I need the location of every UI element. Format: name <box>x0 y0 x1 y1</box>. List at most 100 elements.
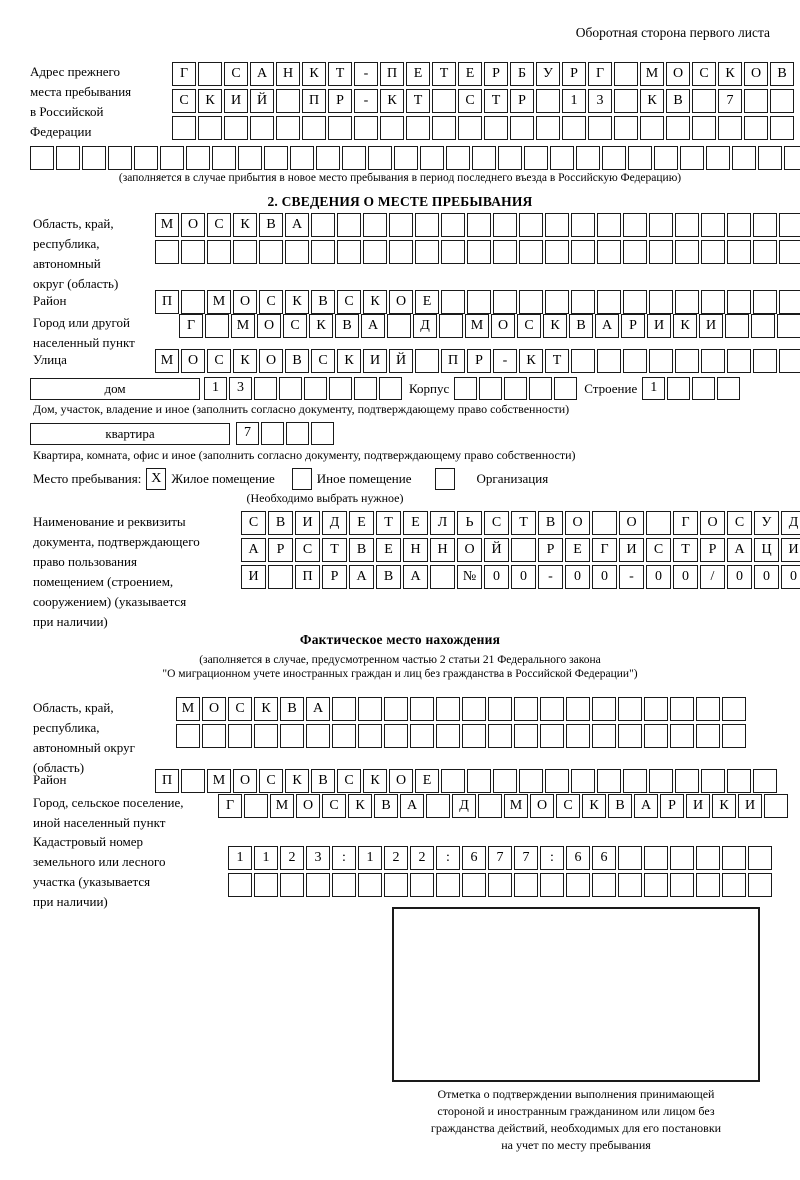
char-cell[interactable]: Ь <box>457 511 482 535</box>
char-cell[interactable] <box>426 794 450 818</box>
char-cell[interactable] <box>510 116 534 140</box>
char-cell[interactable]: В <box>608 794 632 818</box>
char-cell[interactable]: М <box>231 314 255 338</box>
char-cell[interactable] <box>415 349 439 373</box>
char-cell[interactable]: Е <box>403 511 428 535</box>
char-cell[interactable]: 1 <box>254 846 278 870</box>
char-cell[interactable] <box>566 697 590 721</box>
char-cell[interactable] <box>779 290 800 314</box>
char-cell[interactable] <box>306 873 330 897</box>
char-cell[interactable]: О <box>530 794 554 818</box>
char-cell[interactable]: 3 <box>588 89 612 113</box>
char-cell[interactable]: С <box>484 511 509 535</box>
char-cell[interactable] <box>701 290 725 314</box>
char-cell[interactable] <box>441 290 465 314</box>
char-cell[interactable] <box>467 769 491 793</box>
char-cell[interactable]: А <box>634 794 658 818</box>
char-cell[interactable]: К <box>640 89 664 113</box>
char-cell[interactable]: Г <box>592 538 617 562</box>
char-cell[interactable]: О <box>181 349 205 373</box>
char-cell[interactable] <box>410 873 434 897</box>
char-cell[interactable]: К <box>198 89 222 113</box>
char-cell[interactable]: П <box>302 89 326 113</box>
char-cell[interactable] <box>493 213 517 237</box>
char-cell[interactable]: Р <box>268 538 293 562</box>
char-cell[interactable]: 0 <box>511 565 536 589</box>
char-cell[interactable]: Е <box>415 290 439 314</box>
char-cell[interactable]: 7 <box>236 422 259 445</box>
char-cell[interactable] <box>198 62 222 86</box>
char-cell[interactable]: С <box>259 769 283 793</box>
char-cell[interactable] <box>358 724 382 748</box>
char-cell[interactable] <box>545 769 569 793</box>
char-cell[interactable] <box>670 724 694 748</box>
char-cell[interactable] <box>751 314 775 338</box>
char-cell[interactable] <box>770 89 794 113</box>
char-cell[interactable]: М <box>207 769 231 793</box>
char-cell[interactable]: Т <box>484 89 508 113</box>
char-cell[interactable] <box>488 873 512 897</box>
char-cell[interactable]: 7 <box>488 846 512 870</box>
char-cell[interactable]: О <box>457 538 482 562</box>
char-cell[interactable]: К <box>302 62 326 86</box>
char-cell[interactable]: С <box>458 89 482 113</box>
char-cell[interactable]: А <box>306 697 330 721</box>
char-cell[interactable]: С <box>283 314 307 338</box>
char-cell[interactable]: М <box>155 349 179 373</box>
char-cell[interactable] <box>540 697 564 721</box>
char-cell[interactable] <box>316 146 340 170</box>
char-cell[interactable] <box>696 846 720 870</box>
char-cell[interactable]: Г <box>588 62 612 86</box>
char-cell[interactable] <box>462 873 486 897</box>
char-cell[interactable] <box>717 377 741 400</box>
char-cell[interactable]: В <box>770 62 794 86</box>
char-cell[interactable]: И <box>699 314 723 338</box>
char-cell[interactable]: Р <box>328 89 352 113</box>
char-cell[interactable] <box>597 240 621 264</box>
char-cell[interactable] <box>332 724 356 748</box>
char-cell[interactable] <box>722 724 746 748</box>
char-cell[interactable]: Н <box>276 62 300 86</box>
char-cell[interactable] <box>597 349 621 373</box>
char-cell[interactable] <box>649 290 673 314</box>
char-cell[interactable]: 7 <box>718 89 742 113</box>
char-cell[interactable]: С <box>322 794 346 818</box>
char-cell[interactable] <box>358 873 382 897</box>
char-cell[interactable] <box>744 89 768 113</box>
char-cell[interactable]: О <box>296 794 320 818</box>
char-cell[interactable] <box>623 349 647 373</box>
char-cell[interactable]: Т <box>673 538 698 562</box>
char-cell[interactable] <box>304 377 327 400</box>
char-cell[interactable] <box>358 697 382 721</box>
char-cell[interactable] <box>384 724 408 748</box>
char-cell[interactable] <box>280 873 304 897</box>
char-cell[interactable]: И <box>647 314 671 338</box>
char-cell[interactable] <box>696 724 720 748</box>
char-cell[interactable] <box>753 240 777 264</box>
char-cell[interactable]: / <box>700 565 725 589</box>
char-cell[interactable]: А <box>403 565 428 589</box>
char-cell[interactable] <box>779 349 800 373</box>
char-cell[interactable]: Д <box>781 511 800 535</box>
char-cell[interactable]: К <box>337 349 361 373</box>
char-cell[interactable] <box>280 724 304 748</box>
char-cell[interactable]: С <box>337 769 361 793</box>
char-cell[interactable] <box>748 873 772 897</box>
char-cell[interactable]: О <box>233 769 257 793</box>
char-cell[interactable]: О <box>700 511 725 535</box>
char-cell[interactable]: В <box>538 511 563 535</box>
char-cell[interactable]: В <box>569 314 593 338</box>
char-cell[interactable]: Р <box>621 314 645 338</box>
char-cell[interactable] <box>212 146 236 170</box>
char-cell[interactable]: Е <box>415 769 439 793</box>
char-cell[interactable] <box>545 240 569 264</box>
char-cell[interactable] <box>753 349 777 373</box>
char-cell[interactable]: Й <box>389 349 413 373</box>
char-cell[interactable] <box>458 116 482 140</box>
char-cell[interactable]: В <box>349 538 374 562</box>
char-cell[interactable] <box>748 846 772 870</box>
char-cell[interactable] <box>354 377 377 400</box>
char-cell[interactable] <box>82 146 106 170</box>
char-cell[interactable]: Б <box>510 62 534 86</box>
